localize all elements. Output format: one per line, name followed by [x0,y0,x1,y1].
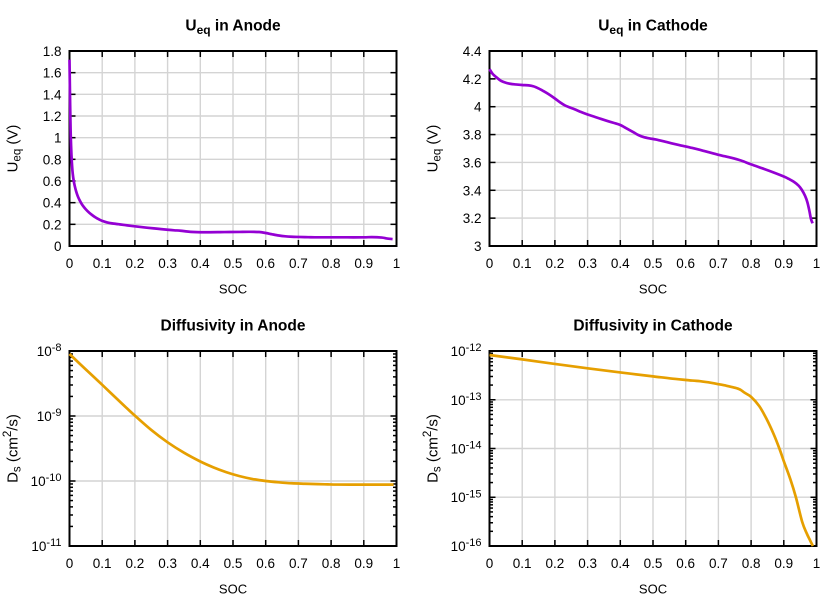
svg-text:SOC: SOC [639,582,667,597]
svg-text:0.4: 0.4 [191,556,210,571]
svg-text:1.6: 1.6 [43,66,62,81]
svg-text:1: 1 [393,256,401,271]
svg-text:3.4: 3.4 [463,183,482,198]
svg-text:Diffusivity in Anode: Diffusivity in Anode [161,318,306,335]
svg-text:4.4: 4.4 [463,44,482,59]
svg-text:Ueq (V): Ueq (V) [425,125,444,173]
svg-text:3: 3 [474,239,482,254]
svg-text:0.4: 0.4 [611,256,630,271]
svg-text:4.2: 4.2 [463,72,482,87]
svg-text:0.6: 0.6 [676,256,695,271]
svg-text:0.7: 0.7 [289,256,308,271]
svg-text:1: 1 [54,131,62,146]
svg-text:0.7: 0.7 [289,556,308,571]
svg-text:1.4: 1.4 [43,87,62,102]
svg-text:1.8: 1.8 [43,44,62,59]
svg-text:0.5: 0.5 [644,556,663,571]
svg-text:0.8: 0.8 [322,556,341,571]
svg-text:0.6: 0.6 [676,556,695,571]
svg-text:0.2: 0.2 [126,256,145,271]
svg-text:Ueq (V): Ueq (V) [5,125,24,173]
svg-text:0.9: 0.9 [774,556,793,571]
svg-text:SOC: SOC [639,282,667,297]
svg-text:0.1: 0.1 [93,256,112,271]
svg-text:0.6: 0.6 [256,556,275,571]
svg-text:0.9: 0.9 [354,556,373,571]
svg-text:0.1: 0.1 [513,556,532,571]
svg-text:0.5: 0.5 [224,256,243,271]
svg-text:0.9: 0.9 [774,256,793,271]
svg-text:0.3: 0.3 [158,256,177,271]
svg-text:0: 0 [486,556,494,571]
svg-text:SOC: SOC [219,282,247,297]
svg-text:Ds (cm2/s): Ds (cm2/s) [422,414,444,483]
svg-text:0.1: 0.1 [93,556,112,571]
svg-text:3.8: 3.8 [463,128,482,143]
svg-text:0.4: 0.4 [191,256,210,271]
svg-text:0.2: 0.2 [546,556,565,571]
svg-text:1: 1 [393,556,401,571]
svg-text:0.2: 0.2 [126,556,145,571]
svg-text:0.2: 0.2 [43,217,62,232]
svg-text:0.8: 0.8 [742,556,761,571]
svg-text:3.2: 3.2 [463,211,482,226]
svg-text:1: 1 [813,556,821,571]
svg-text:4: 4 [474,100,482,115]
svg-text:0.4: 0.4 [611,556,630,571]
svg-text:0: 0 [486,256,494,271]
svg-text:0: 0 [54,239,62,254]
svg-text:0.1: 0.1 [513,256,532,271]
svg-text:0.4: 0.4 [43,196,62,211]
svg-text:0: 0 [66,256,74,271]
svg-text:Ds (cm2/s): Ds (cm2/s) [2,414,24,483]
svg-text:1: 1 [813,256,821,271]
svg-text:0.5: 0.5 [224,556,243,571]
svg-text:0.6: 0.6 [43,174,62,189]
svg-text:0.5: 0.5 [644,256,663,271]
svg-text:0.7: 0.7 [709,556,728,571]
svg-text:Diffusivity in Cathode: Diffusivity in Cathode [573,318,733,335]
svg-text:Ueq in Cathode: Ueq in Cathode [598,18,708,38]
svg-text:0.3: 0.3 [158,556,177,571]
svg-text:0.9: 0.9 [354,256,373,271]
svg-text:0.8: 0.8 [742,256,761,271]
svg-text:SOC: SOC [219,582,247,597]
svg-text:1.2: 1.2 [43,109,62,124]
svg-text:0.8: 0.8 [43,152,62,167]
svg-text:0.6: 0.6 [256,256,275,271]
svg-text:0.3: 0.3 [578,256,597,271]
svg-text:0: 0 [66,556,74,571]
svg-text:0.3: 0.3 [578,556,597,571]
svg-text:Ueq in Anode: Ueq in Anode [185,18,281,38]
svg-text:0.2: 0.2 [546,256,565,271]
svg-text:0.8: 0.8 [322,256,341,271]
svg-text:3.6: 3.6 [463,155,482,170]
svg-text:0.7: 0.7 [709,256,728,271]
